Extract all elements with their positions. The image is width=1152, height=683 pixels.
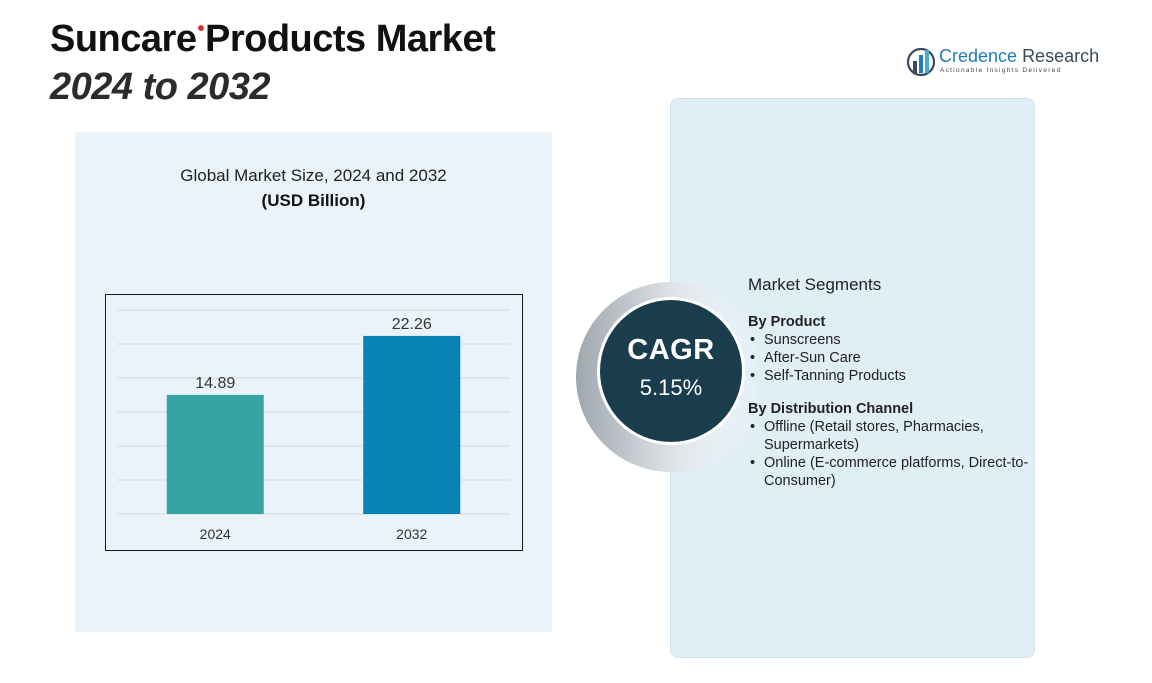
title-words-products-market: Products Market (204, 18, 496, 60)
segment-list-distribution: Offline (Retail stores, Pharmacies, Supe… (748, 418, 1038, 490)
x-tick-label: 2024 (200, 526, 231, 542)
page-title: Suncare•Products Market (50, 18, 496, 61)
bar-2032 (363, 335, 461, 514)
segment-item: After-Sun Care (748, 349, 1038, 367)
market-segments: Market Segments By Product Sunscreens Af… (748, 275, 1038, 506)
logo-name-credence: Credence (939, 46, 1018, 66)
x-tick-label: 2032 (396, 526, 427, 542)
plot-frame (105, 294, 523, 551)
segment-item: Self-Tanning Products (748, 367, 1038, 385)
credence-research-logo: Credence Research Actionable Insights De… (906, 44, 1099, 80)
logo-name-research: Research (1022, 46, 1100, 66)
cagr-label: CAGR (627, 334, 715, 366)
bar-chart: 14.89 2024 22.26 2032 (105, 294, 523, 551)
segment-item: Offline (Retail stores, Pharmacies, Supe… (748, 418, 1038, 454)
chart-unit: (USD Billion) (261, 191, 366, 210)
bar-2024 (166, 394, 264, 514)
segment-group-title-product: By Product (748, 314, 826, 330)
data-label: 14.89 (195, 375, 235, 392)
segment-group-title-distribution: By Distribution Channel (748, 401, 914, 417)
page-subtitle: 2024 to 2032 (50, 66, 271, 108)
cagr-value: 5.15% (639, 375, 703, 400)
segment-list-product: Sunscreens After-Sun Care Self-Tanning P… (748, 331, 1038, 385)
title-dot: • (197, 18, 204, 40)
chart-panel: Global Market Size, 2024 and 2032 (USD B… (75, 132, 552, 632)
cagr-badge (576, 282, 756, 472)
segment-item: Online (E-commerce platforms, Direct-to-… (748, 454, 1038, 490)
segment-item: Sunscreens (748, 331, 1038, 349)
segments-heading: Market Segments (748, 275, 882, 294)
data-label: 22.26 (392, 316, 432, 333)
logo-tagline: Actionable Insights Delivered (940, 67, 1062, 74)
cagr-circle (600, 300, 742, 442)
chart-title: Global Market Size, 2024 and 2032 (180, 166, 447, 185)
title-word-suncare: Suncare (50, 18, 197, 60)
logo-name: Credence Research (939, 46, 1099, 67)
bar-chart-logo-icon (906, 47, 936, 77)
